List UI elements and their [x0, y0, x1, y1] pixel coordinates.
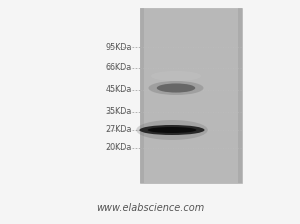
Text: 95KDa: 95KDa	[106, 43, 132, 52]
Bar	[140, 8, 242, 183]
Bar	[238, 8, 242, 183]
Text: www.elabscience.com: www.elabscience.com	[96, 203, 204, 213]
Ellipse shape	[148, 127, 196, 133]
Ellipse shape	[151, 71, 201, 81]
Ellipse shape	[148, 81, 203, 95]
Text: 66KDa: 66KDa	[106, 63, 132, 73]
Ellipse shape	[157, 84, 195, 93]
Text: 20KDa: 20KDa	[106, 144, 132, 153]
Text: 35KDa: 35KDa	[106, 108, 132, 116]
Ellipse shape	[140, 125, 205, 135]
Text: 45KDa: 45KDa	[106, 86, 132, 95]
Ellipse shape	[136, 120, 208, 140]
Text: 27KDa: 27KDa	[106, 125, 132, 134]
Bar	[140, 8, 144, 183]
